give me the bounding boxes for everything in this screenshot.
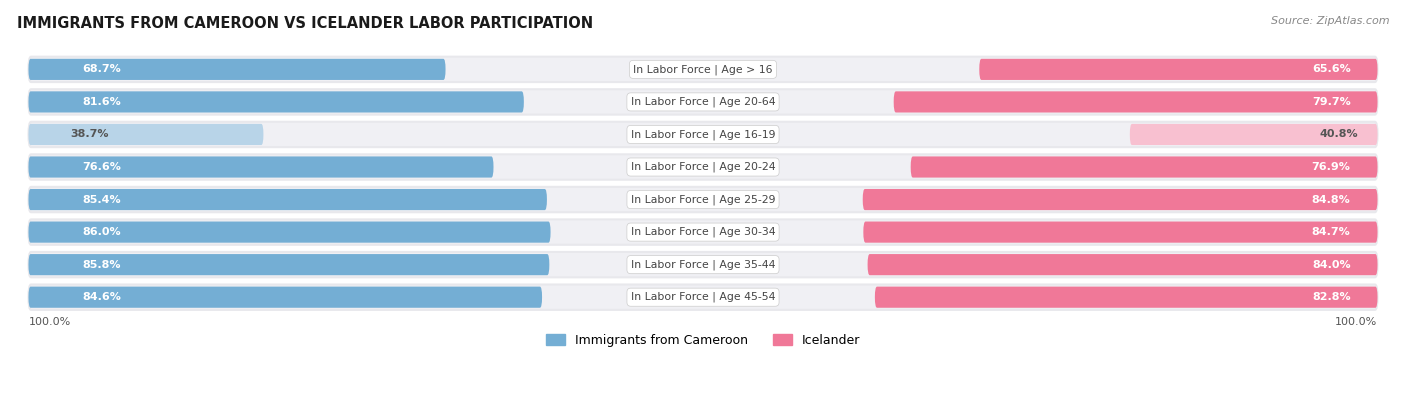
Legend: Immigrants from Cameroon, Icelander: Immigrants from Cameroon, Icelander [541, 329, 865, 352]
Text: In Labor Force | Age 16-19: In Labor Force | Age 16-19 [631, 129, 775, 140]
FancyBboxPatch shape [980, 59, 1378, 80]
FancyBboxPatch shape [28, 154, 1378, 180]
Text: 100.0%: 100.0% [28, 317, 70, 327]
FancyBboxPatch shape [28, 122, 1378, 147]
Text: 85.8%: 85.8% [83, 260, 121, 270]
FancyBboxPatch shape [28, 59, 446, 80]
FancyBboxPatch shape [894, 91, 1378, 113]
Text: 84.8%: 84.8% [1312, 195, 1351, 205]
FancyBboxPatch shape [28, 189, 547, 210]
Text: In Labor Force | Age 20-24: In Labor Force | Age 20-24 [631, 162, 775, 172]
Text: 40.8%: 40.8% [1319, 130, 1358, 139]
FancyBboxPatch shape [863, 222, 1378, 243]
Text: 86.0%: 86.0% [83, 227, 121, 237]
Text: 85.4%: 85.4% [83, 195, 121, 205]
FancyBboxPatch shape [911, 156, 1378, 178]
Text: 76.9%: 76.9% [1312, 162, 1351, 172]
Text: 79.7%: 79.7% [1312, 97, 1351, 107]
FancyBboxPatch shape [28, 124, 263, 145]
FancyBboxPatch shape [875, 287, 1378, 308]
Text: 38.7%: 38.7% [70, 130, 110, 139]
FancyBboxPatch shape [28, 284, 1378, 310]
Text: In Labor Force | Age 45-54: In Labor Force | Age 45-54 [631, 292, 775, 303]
Text: 65.6%: 65.6% [1312, 64, 1351, 74]
Text: 84.6%: 84.6% [83, 292, 121, 302]
FancyBboxPatch shape [863, 189, 1378, 210]
Text: Source: ZipAtlas.com: Source: ZipAtlas.com [1271, 16, 1389, 26]
Text: 76.6%: 76.6% [83, 162, 121, 172]
FancyBboxPatch shape [28, 254, 550, 275]
Text: 84.0%: 84.0% [1312, 260, 1351, 270]
Text: 82.8%: 82.8% [1312, 292, 1351, 302]
Text: 81.6%: 81.6% [83, 97, 121, 107]
FancyBboxPatch shape [28, 287, 543, 308]
Text: 100.0%: 100.0% [1336, 317, 1378, 327]
FancyBboxPatch shape [28, 222, 551, 243]
Text: In Labor Force | Age 25-29: In Labor Force | Age 25-29 [631, 194, 775, 205]
FancyBboxPatch shape [28, 89, 1378, 115]
FancyBboxPatch shape [28, 57, 1378, 82]
FancyBboxPatch shape [1130, 124, 1378, 145]
Text: In Labor Force | Age 35-44: In Labor Force | Age 35-44 [631, 260, 775, 270]
Text: 68.7%: 68.7% [83, 64, 121, 74]
Text: IMMIGRANTS FROM CAMEROON VS ICELANDER LABOR PARTICIPATION: IMMIGRANTS FROM CAMEROON VS ICELANDER LA… [17, 16, 593, 31]
Text: 84.7%: 84.7% [1312, 227, 1351, 237]
FancyBboxPatch shape [28, 219, 1378, 245]
Text: In Labor Force | Age 30-34: In Labor Force | Age 30-34 [631, 227, 775, 237]
FancyBboxPatch shape [868, 254, 1378, 275]
Text: In Labor Force | Age > 16: In Labor Force | Age > 16 [633, 64, 773, 75]
FancyBboxPatch shape [28, 252, 1378, 277]
FancyBboxPatch shape [28, 187, 1378, 212]
Text: In Labor Force | Age 20-64: In Labor Force | Age 20-64 [631, 97, 775, 107]
FancyBboxPatch shape [28, 156, 494, 178]
FancyBboxPatch shape [28, 91, 524, 113]
